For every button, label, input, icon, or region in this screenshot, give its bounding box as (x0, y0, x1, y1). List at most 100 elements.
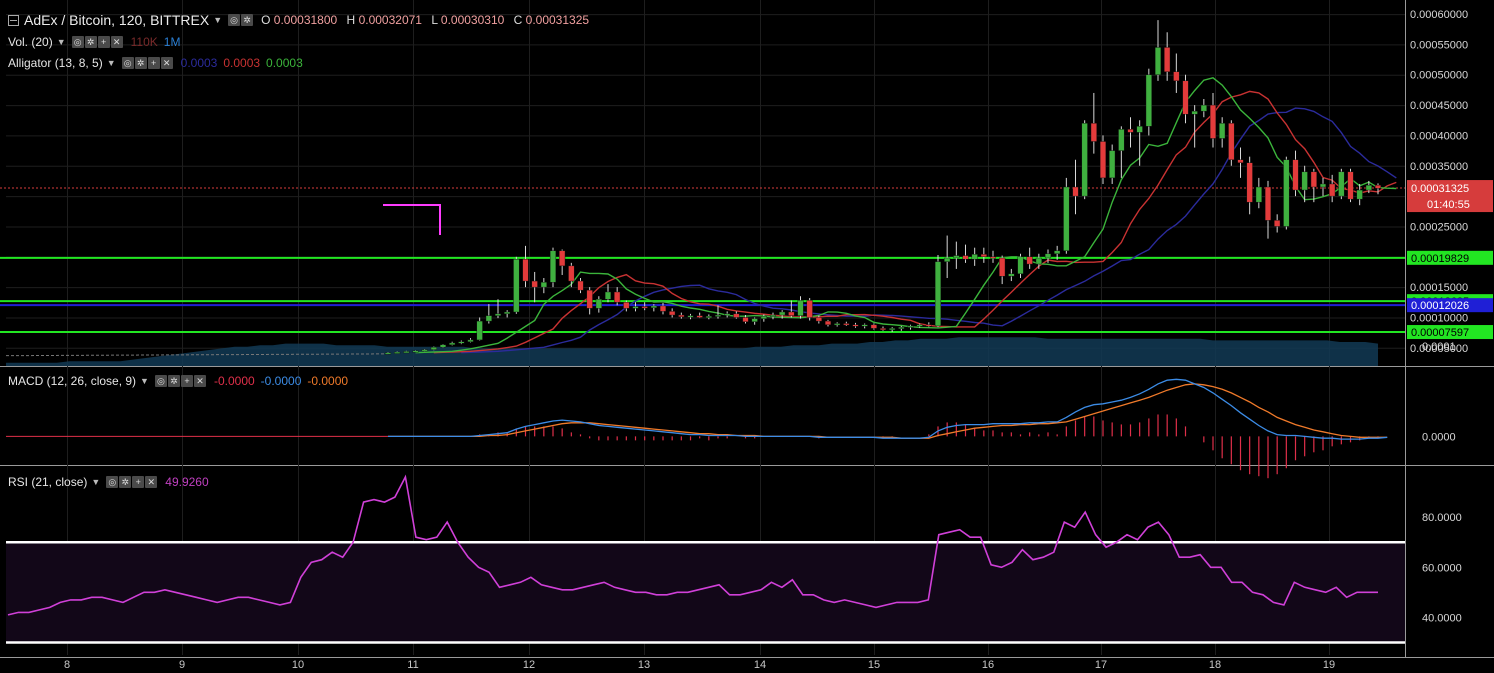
candle[interactable] (384, 352, 392, 355)
candle[interactable] (614, 287, 621, 306)
candle[interactable] (925, 322, 932, 328)
candle[interactable] (494, 299, 502, 319)
candle[interactable] (467, 338, 474, 343)
candle[interactable] (696, 312, 703, 319)
candle[interactable] (1191, 105, 1198, 148)
candle[interactable] (513, 256, 520, 314)
candle[interactable] (889, 327, 896, 333)
volume-label[interactable]: Vol. (20) (8, 35, 53, 49)
candle[interactable] (650, 304, 657, 312)
candle[interactable] (522, 245, 529, 288)
collapse-square-icon[interactable] (8, 14, 19, 26)
candle[interactable] (879, 326, 887, 331)
candle[interactable] (1338, 168, 1345, 200)
candle[interactable] (476, 317, 483, 341)
candle[interactable] (1246, 156, 1253, 215)
candle[interactable] (1154, 20, 1162, 81)
candle[interactable] (797, 296, 804, 319)
candle[interactable] (714, 305, 722, 319)
gear-icon[interactable]: ✲ (119, 476, 132, 488)
symbol-title[interactable]: AdEx / Bitcoin, 120, BITTREX (24, 12, 210, 28)
candle[interactable] (962, 244, 969, 263)
candle[interactable] (733, 311, 740, 319)
candle[interactable] (1017, 253, 1024, 279)
candle[interactable] (1228, 120, 1235, 166)
candle[interactable] (394, 351, 401, 354)
candle[interactable] (531, 271, 538, 303)
close-icon[interactable]: ✕ (145, 476, 158, 488)
candle[interactable] (870, 323, 877, 330)
candle[interactable] (1118, 126, 1125, 178)
candle[interactable] (1090, 92, 1097, 154)
user-drawings[interactable] (383, 204, 441, 235)
candle[interactable] (439, 344, 447, 348)
candle[interactable] (1145, 68, 1152, 136)
candle[interactable] (843, 321, 850, 326)
candle[interactable] (1209, 92, 1217, 148)
settings-icon[interactable]: ◎ (228, 14, 241, 26)
close-icon[interactable]: ✕ (160, 57, 173, 69)
candle[interactable] (769, 312, 777, 320)
candle[interactable] (1237, 147, 1244, 178)
caret-down-icon[interactable]: ▼ (106, 58, 116, 68)
candle[interactable] (403, 350, 410, 354)
candle[interactable] (1109, 144, 1116, 184)
candle[interactable] (1063, 177, 1070, 254)
candle[interactable] (760, 314, 767, 322)
candle[interactable] (934, 254, 942, 328)
candle[interactable] (577, 278, 584, 294)
candle[interactable] (678, 312, 685, 319)
candle[interactable] (559, 249, 566, 275)
candle[interactable] (1329, 174, 1336, 203)
gear-icon[interactable]: ✲ (134, 57, 147, 69)
gear-icon[interactable]: ✲ (241, 14, 254, 26)
candle[interactable] (549, 247, 557, 288)
candle[interactable] (788, 300, 795, 318)
candle[interactable] (1164, 32, 1171, 81)
candle[interactable] (705, 314, 712, 320)
candle[interactable] (430, 346, 437, 351)
candle[interactable] (540, 278, 547, 294)
plus-icon[interactable]: + (147, 57, 160, 69)
candle[interactable] (1374, 183, 1382, 195)
candle[interactable] (1264, 180, 1272, 239)
settings-icon[interactable]: ◎ (71, 36, 84, 48)
candle[interactable] (1319, 177, 1327, 197)
close-icon[interactable]: ✕ (110, 36, 123, 48)
caret-down-icon[interactable]: ▼ (56, 37, 66, 47)
plus-icon[interactable]: + (180, 375, 193, 387)
candle[interactable] (632, 302, 639, 312)
caret-down-icon[interactable]: ▼ (140, 376, 149, 386)
candle[interactable] (1044, 249, 1052, 263)
plus-icon[interactable]: + (97, 36, 110, 48)
candle[interactable] (1255, 177, 1262, 209)
candle[interactable] (1099, 135, 1107, 184)
candle[interactable] (1081, 120, 1088, 200)
candle[interactable] (659, 302, 667, 315)
candle[interactable] (623, 300, 630, 312)
candle[interactable] (1301, 165, 1308, 203)
candle[interactable] (999, 255, 1006, 285)
candle[interactable] (687, 313, 694, 320)
alligator-label[interactable]: Alligator (13, 8, 5) (8, 56, 103, 70)
candle[interactable] (1026, 247, 1033, 269)
magenta-trend-drawing[interactable] (383, 204, 441, 235)
candle[interactable] (944, 235, 951, 279)
candle[interactable] (458, 340, 465, 345)
candle[interactable] (669, 308, 676, 318)
gear-icon[interactable]: ✲ (84, 36, 97, 48)
candle[interactable] (449, 341, 456, 346)
caret-down-icon[interactable]: ▼ (91, 477, 101, 487)
candle[interactable] (595, 296, 602, 313)
candle[interactable] (1356, 183, 1363, 206)
rsi-label[interactable]: RSI (21, close) (8, 475, 88, 489)
candle[interactable] (861, 323, 868, 329)
settings-icon[interactable]: ◎ (121, 57, 134, 69)
candle[interactable] (1136, 120, 1143, 166)
candle[interactable] (724, 311, 731, 318)
candlestick-series[interactable] (5, 20, 1382, 357)
macd-label[interactable]: MACD (12, 26, close, 9) (8, 374, 137, 388)
candle[interactable] (421, 349, 428, 352)
candle[interactable] (1173, 53, 1180, 93)
